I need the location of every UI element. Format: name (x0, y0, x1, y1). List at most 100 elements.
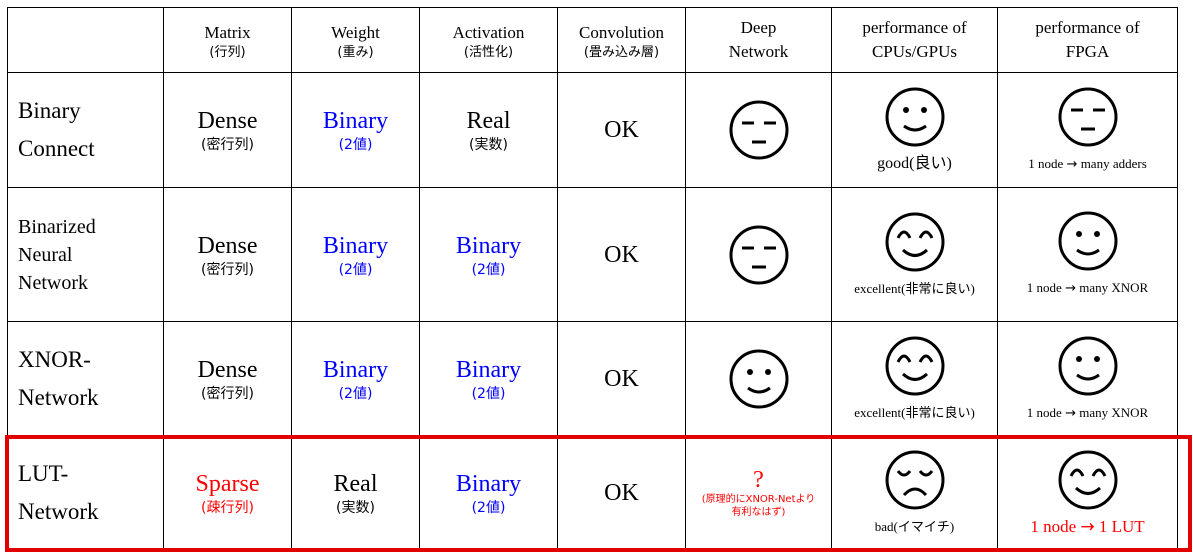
row-name-binarized-neural-network: Binarized Neural Network (7, 187, 164, 322)
smile-face-icon (1058, 211, 1117, 271)
fpga-caption: 1 node → many adders (999, 154, 1177, 175)
header-corner (7, 7, 164, 73)
table-row: LUT- Network Sparse (疎行列) Real (実数) Bina… (7, 436, 1178, 550)
happy-face-icon (1058, 450, 1117, 510)
convolution-value: OK (604, 241, 639, 268)
fpga-caption-post: 1 LUT (1098, 517, 1145, 536)
convolution-value: OK (604, 480, 639, 506)
neutral-face-icon (729, 225, 788, 284)
header-weight: Weight (重み) (291, 7, 420, 73)
header-deep-network: Deep Network (685, 7, 832, 73)
row-name-line: LUT- (18, 461, 69, 486)
header-matrix-sub: (行列) (209, 44, 246, 60)
fpga-caption: 1 node → many XNOR (999, 278, 1177, 299)
cell-matrix: Dense (密行列) (163, 187, 292, 322)
row-name-line: Network (18, 271, 88, 294)
activation-value: Binary (455, 471, 522, 497)
header-cpu-performance: performance of CPUs/GPUs (831, 7, 998, 73)
activation-value: Real (466, 108, 511, 134)
activation-sub: (2値) (471, 261, 506, 278)
cell-weight: Binary (2値) (291, 72, 420, 188)
cell-convolution: OK (557, 321, 686, 437)
weight-value: Binary (322, 357, 389, 383)
convolution-value: OK (604, 117, 639, 143)
weight-value: Binary (322, 108, 389, 134)
matrix-sub: (密行列) (201, 261, 254, 278)
row-name-lut-network: LUT- Network (7, 436, 164, 550)
smile-face-icon (729, 349, 788, 409)
fpga-caption-post: many adders (1080, 155, 1147, 171)
row-name-line: Network (18, 385, 99, 410)
weight-sub: (実数) (336, 500, 375, 516)
activation-value: Binary (455, 357, 522, 383)
cell-activation: Binary (2値) (419, 187, 558, 322)
arrow-icon: → (1080, 517, 1095, 537)
activation-sub: (2値) (471, 386, 506, 402)
matrix-value: Dense (197, 357, 258, 383)
matrix-sub: (疎行列) (201, 500, 254, 516)
matrix-value: Dense (197, 108, 258, 134)
cpu-caption: excellent(非常に良い) (854, 405, 975, 420)
cell-matrix: Dense (密行列) (163, 72, 292, 188)
weight-sub: (2値) (338, 386, 373, 402)
cell-convolution: OK (557, 72, 686, 188)
header-deep-line1: Deep (740, 18, 777, 37)
fpga-caption-pre: 1 node (1030, 517, 1077, 536)
cell-cpu-performance: bad(イマイチ) (831, 436, 998, 550)
neutral-face-icon (729, 100, 788, 160)
cell-matrix: Sparse (疎行列) (163, 436, 292, 550)
header-convolution-sub: (畳み込み層) (583, 44, 660, 60)
arrow-icon: → (1065, 405, 1076, 421)
cell-matrix: Dense (密行列) (163, 321, 292, 437)
cell-deep-network (685, 187, 832, 322)
cell-weight: Binary (2値) (291, 321, 420, 437)
smile-face-icon (1058, 336, 1117, 395)
header-cpu-line1: performance of (862, 18, 967, 37)
fpga-caption: 1 node → many XNOR (999, 403, 1177, 424)
deep-note-line: 有利なはず) (731, 507, 786, 518)
arrow-icon: → (1066, 156, 1078, 172)
sad-face-icon (885, 450, 944, 510)
row-name-binary-connect: Binary Connect (7, 72, 164, 188)
row-name-xnor-network: XNOR- Network (7, 321, 164, 437)
cell-deep-network (685, 72, 832, 188)
convolution-value: OK (604, 366, 639, 392)
fpga-caption-pre: 1 node (1028, 155, 1064, 171)
cell-convolution: OK (557, 436, 686, 550)
header-matrix-label: Matrix (204, 22, 251, 42)
header-activation: Activation (活性化) (419, 7, 558, 73)
question-mark: ? (753, 467, 764, 493)
cell-fpga-performance: 1 node → 1 LUT (997, 436, 1178, 550)
weight-sub: (2値) (338, 137, 373, 153)
header-cpu-line2: CPUs/GPUs (871, 42, 958, 61)
cell-convolution: OK (557, 187, 686, 322)
header-row: Matrix (行列) Weight (重み) Activation (活性化)… (7, 7, 1178, 73)
happy-face-icon (885, 336, 944, 396)
cell-activation: Binary (2値) (419, 321, 558, 437)
happy-face-icon (885, 212, 944, 271)
table-row: Binary Connect Dense (密行列) Binary (2値) R… (7, 72, 1178, 188)
fpga-caption-pre: 1 node (1026, 280, 1062, 295)
cell-cpu-performance: good(良い) (831, 72, 998, 188)
fpga-caption-post: many XNOR (1079, 404, 1149, 420)
header-convolution: Convolution (畳み込み層) (557, 7, 686, 73)
activation-sub: (実数) (469, 137, 508, 153)
header-convolution-label: Convolution (578, 22, 664, 42)
header-fpga-line2: FPGA (1065, 42, 1110, 61)
table-row: XNOR- Network Dense (密行列) Binary (2値) Bi… (7, 321, 1178, 437)
cpu-caption: bad(イマイチ) (874, 519, 955, 534)
matrix-value: Sparse (195, 471, 260, 497)
fpga-caption: 1 node → 1 LUT (999, 517, 1177, 537)
cell-weight: Binary (2値) (291, 187, 420, 322)
header-weight-sub: (重み) (337, 44, 374, 60)
fpga-caption-pre: 1 node (1026, 404, 1062, 420)
header-activation-label: Activation (452, 22, 525, 42)
cell-weight: Real (実数) (291, 436, 420, 550)
header-fpga-line1: performance of (1035, 18, 1140, 37)
row-name-line: Network (18, 499, 99, 524)
deep-note-line: (原理的にXNOR-Netより (701, 494, 816, 505)
cell-fpga-performance: 1 node → many adders (997, 72, 1178, 188)
comparison-table: Matrix (行列) Weight (重み) Activation (活性化)… (7, 7, 1178, 550)
cell-cpu-performance: excellent(非常に良い) (831, 187, 998, 322)
table-row: Binarized Neural Network Dense (密行列) Bin… (7, 187, 1178, 322)
